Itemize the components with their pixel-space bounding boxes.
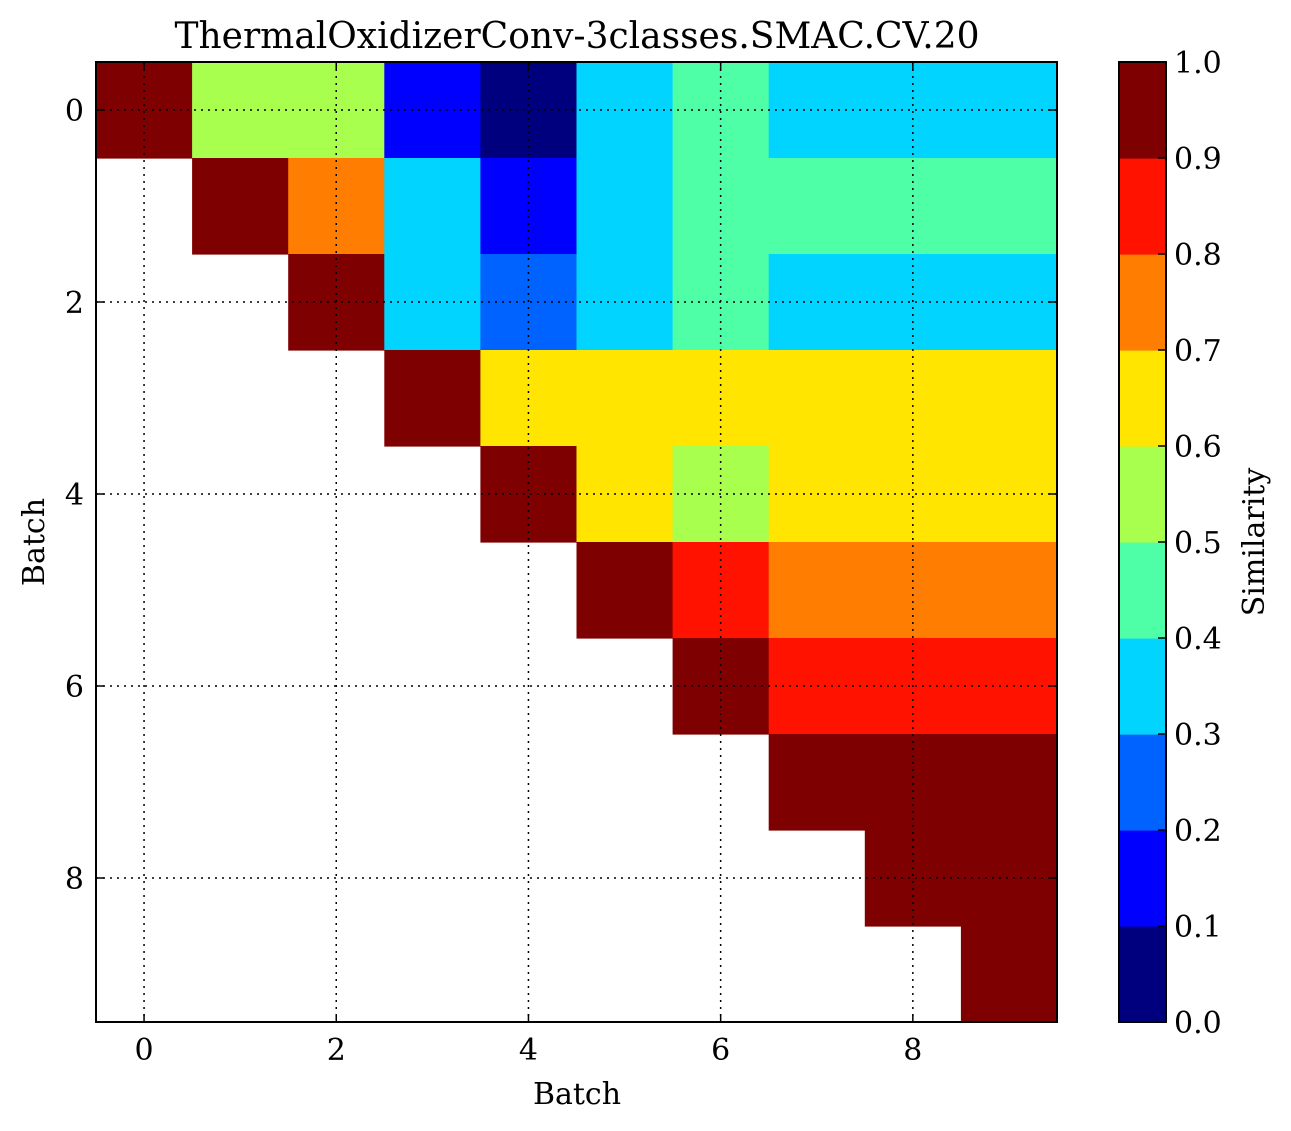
heatmap-cell-r1-c6	[672, 158, 770, 255]
heatmap-cell-r6-c9	[960, 638, 1058, 735]
heatmap-cell-r0-c9	[960, 62, 1058, 159]
colorbar-tick-label-0.4: 0.4	[1174, 622, 1222, 657]
colorbar-tick-label-0.2: 0.2	[1174, 814, 1222, 849]
y-axis-label: Batch	[17, 498, 52, 586]
y-tick-label-2: 2	[65, 286, 84, 321]
colorbar-segment-5	[1119, 446, 1166, 543]
heatmap-cell-r4-c5	[576, 446, 674, 543]
heatmap-cell-r4-c4	[480, 446, 578, 543]
heatmap-cell-r1-c4	[480, 158, 578, 255]
colorbar-segment-4	[1119, 542, 1166, 639]
colorbar-segment-6	[1119, 350, 1166, 447]
colorbar-tick-label-0.6: 0.6	[1174, 430, 1222, 465]
heatmap-cell-r3-c5	[576, 350, 674, 447]
heatmap-cell-r2-c5	[576, 254, 674, 351]
heatmap-cell-r1-c3	[384, 158, 481, 255]
grid-lines	[96, 62, 1057, 1022]
colorbar-frame	[1118, 61, 1167, 1023]
heatmap-cell-r0-c0	[96, 62, 193, 159]
heatmap-cell-r4-c9	[960, 446, 1058, 543]
heatmap-cell-r5-c5	[576, 542, 674, 639]
heatmap-cell-r1-c7	[768, 158, 866, 255]
heatmap-cell-r8-c9	[960, 830, 1058, 927]
heatmap-cell-r2-c2	[288, 254, 385, 351]
heatmap-cell-r3-c7	[768, 350, 866, 447]
heatmap-cell-r0-c1	[192, 62, 289, 159]
heatmap-cell-r5-c9	[960, 542, 1058, 639]
x-tick-label-0: 0	[135, 1033, 154, 1068]
heatmap-cell-r3-c3	[384, 350, 481, 447]
colorbar-tick-label-0.9: 0.9	[1174, 142, 1222, 177]
heatmap-cell-r1-c5	[576, 158, 674, 255]
colorbar-segment-3	[1119, 638, 1166, 735]
heatmap-cell-r2-c9	[960, 254, 1058, 351]
colorbar-tick-label-0.8: 0.8	[1174, 238, 1222, 273]
chart-title: ThermalOxidizerConv-3classes.SMAC.CV.20	[174, 16, 979, 57]
colorbar-segment-0	[1119, 926, 1166, 1023]
x-tick-label-4: 4	[519, 1033, 538, 1068]
heatmap-cell-r7-c9	[960, 734, 1058, 831]
colorbar-tick-label-0.5: 0.5	[1174, 526, 1222, 561]
heatmap-cells	[96, 62, 1058, 1023]
heatmap-cell-r1-c2	[288, 158, 385, 255]
heatmap-cell-r0-c5	[576, 62, 674, 159]
colorbar-segment-2	[1119, 734, 1166, 831]
colorbar-tick-label-0.1: 0.1	[1174, 910, 1222, 945]
x-tick-label-2: 2	[327, 1033, 346, 1068]
heatmap-cell-r0-c2	[288, 62, 385, 159]
heatmap-cell-r1-c1	[192, 158, 289, 255]
y-tick-label-4: 4	[65, 478, 84, 513]
colorbar-segment-9	[1119, 62, 1166, 159]
heatmap-cell-r9-c9	[960, 926, 1058, 1023]
plot-frame	[95, 61, 1058, 1023]
heatmap-cell-r3-c9	[960, 350, 1058, 447]
heatmap-cell-r7-c7	[768, 734, 866, 831]
colorbar-label: Similarity	[1237, 468, 1272, 617]
heatmap-cell-r5-c7	[768, 542, 866, 639]
x-axis-label: Batch	[533, 1077, 621, 1112]
colorbar-segment-8	[1119, 158, 1166, 255]
y-tick-label-8: 8	[65, 862, 84, 897]
colorbar-segment-7	[1119, 254, 1166, 351]
colorbar: 0.0 0.1 0.2 0.3 0.4 0.5 0.6 0.7 0.8 0.9 1.0	[1119, 46, 1222, 1041]
x-tick-label-8: 8	[903, 1033, 922, 1068]
heatmap-cell-r1-c8	[864, 158, 962, 255]
y-tick-label-6: 6	[65, 670, 84, 705]
x-tick-label-6: 6	[711, 1033, 730, 1068]
heatmap-cell-r5-c8	[864, 542, 962, 639]
y-tick-label-0: 0	[65, 94, 84, 129]
colorbar-tick-label-0.3: 0.3	[1174, 718, 1222, 753]
colorbar-tick-label-0.7: 0.7	[1174, 334, 1222, 369]
axis-ticks: 0 2 4 6 8 0 2 4 6 8	[65, 62, 1057, 1068]
heatmap-cell-r1-c9	[960, 158, 1058, 255]
colorbar-tick-label-0.0: 0.0	[1174, 1006, 1222, 1041]
colorbar-tick-label-1.0: 1.0	[1174, 46, 1222, 81]
heatmap-cell-r4-c8	[864, 446, 962, 543]
heatmap-cell-r8-c8	[864, 830, 962, 927]
heatmap-cell-r5-c6	[672, 542, 770, 639]
heatmap-cell-r7-c8	[864, 734, 962, 831]
colorbar-segment-1	[1119, 830, 1166, 927]
